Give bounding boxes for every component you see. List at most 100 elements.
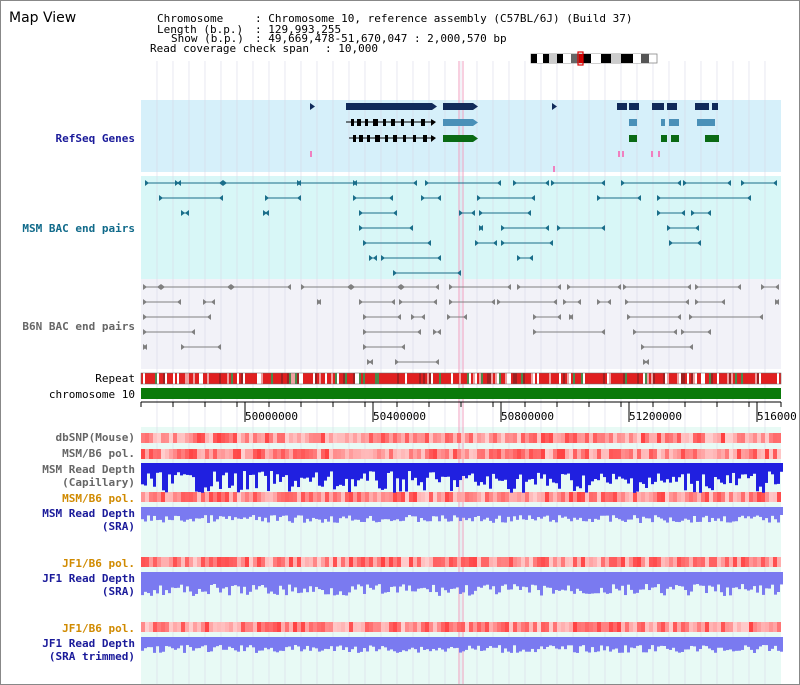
polymorphism-cell (569, 433, 573, 443)
read-depth-bar (321, 637, 324, 651)
read-depth-bar (498, 572, 501, 593)
read-depth-bar (417, 637, 420, 653)
polymorphism-cell (669, 622, 673, 632)
read-depth-bar (348, 637, 351, 652)
repeat-segment (623, 373, 625, 384)
track-label-jf1-b6-pol-1[interactable]: JF1/B6 pol. (62, 557, 135, 570)
repeat-segment (289, 373, 291, 384)
read-depth-bar (582, 463, 585, 476)
polymorphism-cell (757, 449, 761, 459)
polymorphism-cell (577, 557, 581, 567)
read-depth-bar (630, 637, 633, 648)
read-depth-bar (762, 507, 765, 521)
polymorphism-cell (365, 492, 369, 502)
polymorphism-cell (313, 622, 317, 632)
bac-end-marker (607, 299, 611, 305)
polymorphism-cell (185, 492, 189, 502)
polymorphism-cell (573, 557, 577, 567)
read-depth-bar (543, 507, 546, 517)
polymorphism-cell (365, 622, 369, 632)
polymorphism-cell (709, 433, 713, 443)
track-label-b6n-bac[interactable]: B6N BAC end pairs (22, 320, 135, 333)
polymorphism-cell (297, 492, 301, 502)
track-label-jf1-depth-sra[interactable]: JF1 Read Depth (42, 572, 135, 585)
read-depth-bar (390, 463, 393, 472)
read-depth-bar (423, 572, 426, 588)
polymorphism-cell (181, 557, 185, 567)
polymorphism-cell (601, 557, 605, 567)
polymorphism-cell (733, 622, 737, 632)
polymorphism-cell (377, 622, 381, 632)
polymorphism-cell (653, 449, 657, 459)
track-label-msm-depth-sra[interactable]: MSM Read Depth (42, 507, 135, 520)
polymorphism-cell (209, 449, 213, 459)
read-depth-bar (540, 507, 543, 519)
repeat-segment (691, 373, 693, 384)
read-depth-bar (468, 507, 471, 519)
repeat-segment (589, 373, 591, 384)
ideogram-band (633, 54, 641, 63)
polymorphism-cell (505, 449, 509, 459)
read-depth-bar (414, 463, 417, 478)
gene-exon (443, 119, 473, 126)
read-depth-bar (213, 507, 216, 522)
polymorphism-cell (721, 622, 725, 632)
polymorphism-cell (157, 557, 161, 567)
track-label-msm-bac[interactable]: MSM BAC end pairs (22, 222, 135, 235)
read-depth-bar (612, 637, 615, 650)
read-depth-bar (687, 572, 690, 596)
read-depth-bar (711, 572, 714, 587)
track-label-jf1-b6-pol-2[interactable]: JF1/B6 pol. (62, 622, 135, 635)
bac-end-marker (219, 180, 223, 186)
read-depth-bar (390, 572, 393, 587)
coverage-value: : 10,000 (325, 42, 378, 55)
read-depth-bar (714, 637, 717, 653)
bac-end-marker (395, 359, 399, 365)
polymorphism-cell (145, 433, 149, 443)
track-label-msm-depth-cap[interactable]: MSM Read Depth (42, 463, 135, 476)
polymorphism-cell (209, 492, 213, 502)
track-label-msm-b6-pol-2[interactable]: MSM/B6 pol. (62, 492, 135, 505)
read-depth-bar (777, 637, 780, 651)
repeat-segment (667, 373, 669, 384)
read-depth-bar (531, 463, 534, 479)
read-depth-bar (213, 637, 216, 648)
repeat-segment (191, 373, 193, 384)
track-label-refseq[interactable]: RefSeq Genes (55, 132, 135, 145)
read-depth-bar (156, 507, 159, 521)
track-label-jf1-depth-trim[interactable]: JF1 Read Depth (42, 637, 135, 650)
polymorphism-cell (689, 557, 693, 567)
polymorphism-cell (473, 433, 477, 443)
polymorphism-cell (457, 492, 461, 502)
polymorphism-cell (377, 449, 381, 459)
repeat-segment (649, 373, 651, 384)
polymorphism-cell (301, 622, 305, 632)
read-depth-bar (282, 637, 285, 651)
read-depth-bar (444, 637, 447, 652)
read-depth-bar (342, 507, 345, 517)
repeat-segment (415, 373, 417, 384)
polymorphism-cell (681, 492, 685, 502)
read-depth-bar (261, 463, 264, 472)
bac-end-marker (517, 284, 521, 290)
polymorphism-cell (493, 557, 497, 567)
read-depth-bar (699, 637, 702, 650)
gene-exon (629, 119, 637, 126)
polymorphism-cell (777, 433, 781, 443)
track-label-msm-b6-pol-1[interactable]: MSM/B6 pol. (62, 447, 135, 460)
gene-exon (697, 119, 715, 126)
bac-end-marker (449, 284, 453, 290)
polymorphism-cell (473, 449, 477, 459)
read-depth-bar (174, 572, 177, 589)
repeat-segment (387, 373, 389, 384)
read-depth-bar (267, 572, 270, 594)
read-depth-bar (306, 637, 309, 646)
polymorphism-cell (261, 622, 265, 632)
track-label-dbsnp[interactable]: dbSNP(Mouse) (55, 431, 135, 444)
gene-exon (403, 135, 406, 142)
read-depth-bar (309, 637, 312, 651)
polymorphism-cell (513, 492, 517, 502)
read-depth-bar (582, 572, 585, 594)
polymorphism-cell (245, 557, 249, 567)
